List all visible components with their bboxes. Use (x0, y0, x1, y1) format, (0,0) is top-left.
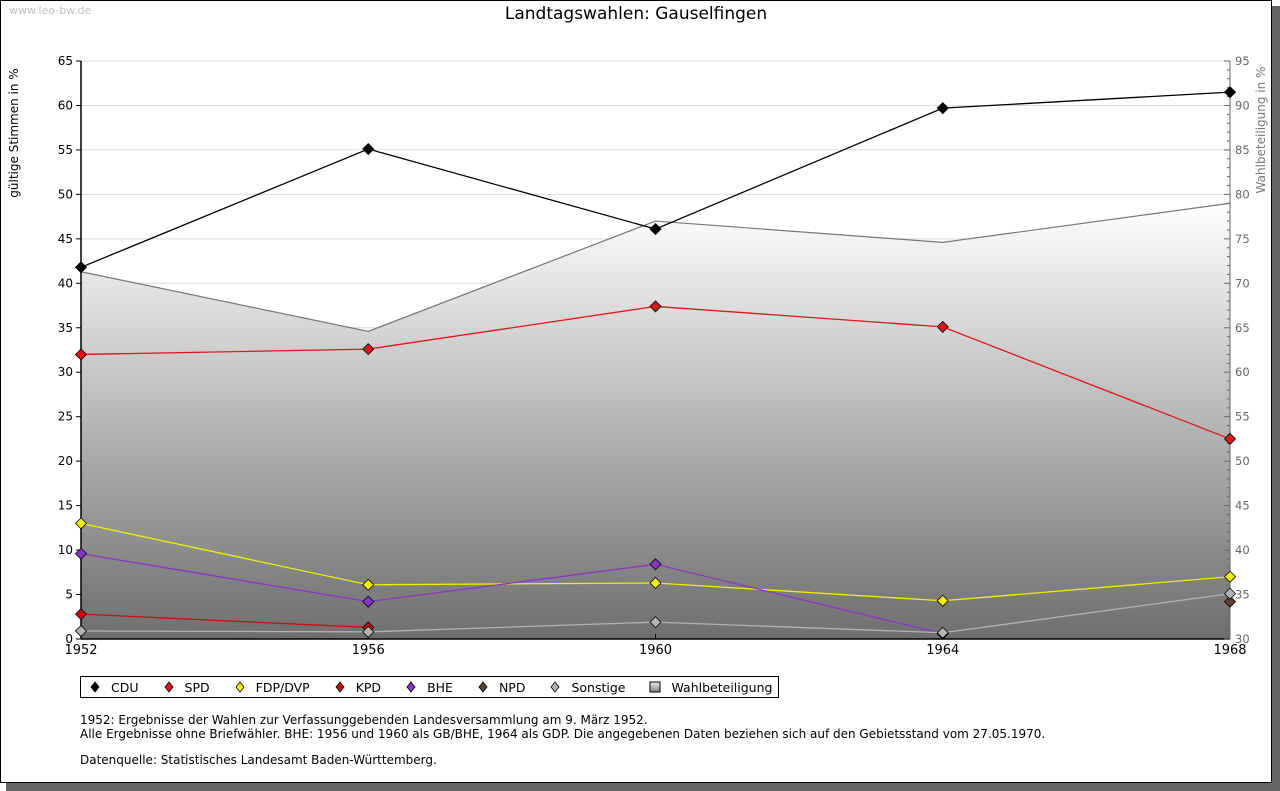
legend-label: Sonstige (571, 679, 626, 695)
y-tick-label-right: 75 (1235, 232, 1250, 246)
legend-label: CDU (111, 679, 139, 695)
data-point-cdu (74, 261, 88, 274)
y-tick-label-right: 80 (1235, 187, 1250, 201)
legend-item-bhe: BHE (405, 680, 453, 695)
x-tick-label: 1960 (639, 643, 672, 658)
y-tick-label-left: 45 (58, 232, 73, 246)
footnote-source: Datenquelle: Statistisches Landesamt Bad… (80, 753, 437, 767)
y-tick-label-left: 55 (58, 143, 73, 157)
data-point-fdp-dvp (1223, 570, 1237, 583)
chart-title: Landtagswahlen: Gauselfingen (504, 4, 768, 24)
y-tick-label-left: 25 (58, 410, 73, 424)
data-point-sonstige (1223, 587, 1237, 600)
data-point-fdp-dvp (362, 578, 375, 591)
y-tick-label-left: 10 (58, 543, 73, 557)
footnotes: 1952: Ergebnisse der Wahlen zur Verfassu… (80, 713, 1045, 767)
data-point-sonstige (74, 624, 88, 638)
y-tick-label-right: 50 (1235, 454, 1250, 468)
legend-diamond-icon (235, 681, 245, 693)
legend-item-kpd: KPD (334, 680, 381, 695)
legend-item-spd: SPD (163, 680, 210, 695)
data-point-bhe (74, 547, 88, 560)
legend-label: NPD (498, 679, 526, 695)
turnout-area (81, 203, 1230, 639)
series-line-bhe (80, 552, 943, 635)
x-tick-label: 1968 (1213, 643, 1246, 658)
legend-item-fdp-dvp: FDP/DVP (234, 680, 310, 695)
legend-diamond-icon (335, 681, 345, 693)
y-tick-label-right: 90 (1235, 98, 1250, 112)
chart-plot: 0 5 10 15 20 25 30 35 40 45 50 55 60 65 1952 1956 1960 19… (58, 54, 1250, 658)
y-tick-label-left: 5 (65, 588, 73, 602)
legend-item-cdu: CDU (89, 680, 139, 695)
data-point-cdu (649, 222, 662, 236)
y-tick-label-right: 55 (1235, 410, 1250, 424)
legend-label: BHE (427, 679, 453, 695)
y-tick-label-left: 20 (58, 454, 73, 468)
y-tick-label-left: 40 (58, 276, 73, 290)
y-tick-label-left: 60 (58, 98, 73, 112)
y-tick-label-left: 15 (58, 499, 73, 513)
data-point-cdu (936, 102, 949, 115)
data-point-fdp-dvp (649, 576, 662, 590)
data-point-spd (1223, 432, 1237, 445)
legend-item-wahlbeteiligung: Wahlbeteiligung (649, 680, 772, 695)
y-tick-label-left: 65 (58, 54, 73, 68)
legend-diamond-icon (164, 681, 174, 693)
data-point-cdu (362, 142, 375, 156)
data-point-spd (74, 348, 88, 361)
legend-diamond-icon (550, 681, 560, 693)
y-tick-label-right: 85 (1235, 143, 1250, 157)
legend-diamond-icon (478, 681, 488, 693)
data-point-bhe (362, 595, 375, 608)
legend-label: SPD (184, 679, 210, 695)
legend-square-icon (649, 681, 661, 693)
data-point-spd (936, 320, 949, 333)
y-tick-label-right: 70 (1235, 276, 1250, 290)
y-tick-label-left: 50 (58, 187, 73, 201)
frame-shadow-right (1272, 6, 1280, 791)
legend-diamond-icon (406, 681, 416, 693)
y-tick-label-right: 40 (1235, 543, 1250, 557)
legend-label: KPD (355, 679, 382, 695)
footnote-general: Alle Ergebnisse ohne Briefwähler. BHE: 1… (80, 727, 1046, 741)
y-tick-label-right: 65 (1235, 321, 1250, 335)
y-tick-label-right: 95 (1235, 54, 1250, 68)
y-tick-label-left: 0 (65, 632, 73, 646)
y-tick-label-left: 30 (58, 365, 73, 379)
data-point-sonstige (936, 626, 949, 639)
data-point-bhe (649, 558, 662, 571)
data-point-spd (362, 343, 375, 356)
legend: CDU SPD FDP/DVP KPD BHE NPD Sonstige Wahlbeteil… (80, 676, 780, 698)
y-tick-label-right: 35 (1235, 588, 1250, 602)
y-tick-label-left: 35 (58, 321, 73, 335)
data-point-sonstige (649, 616, 662, 629)
y-tick-label-right: 45 (1235, 499, 1250, 513)
x-tick-label: 1956 (352, 643, 385, 658)
data-point-sonstige (362, 625, 375, 638)
turnout-line (80, 202, 1231, 332)
data-point-kpd (74, 608, 88, 621)
data-point-fdp-dvp (74, 517, 88, 530)
x-tick-label: 1952 (64, 643, 97, 658)
data-point-spd (649, 300, 662, 313)
x-tick-label: 1964 (926, 643, 959, 658)
series-line-kpd (80, 613, 369, 629)
legend-item-sonstige: Sonstige (549, 680, 625, 695)
data-point-npd (1223, 595, 1237, 608)
y-tick-label-right: 60 (1235, 365, 1250, 379)
frame-shadow-bottom (6, 783, 1280, 791)
legend-label: Wahlbeteiligung (671, 679, 773, 695)
footnote-1952: 1952: Ergebnisse der Wahlen zur Verfassu… (80, 713, 648, 727)
watermark: www.leo-bw.de (9, 4, 92, 17)
legend-label: FDP/DVP (255, 679, 310, 695)
data-point-cdu (1223, 86, 1237, 99)
legend-item-npd: NPD (477, 679, 526, 695)
legend-diamond-icon (90, 681, 100, 693)
data-point-fdp-dvp (936, 594, 949, 607)
y-tick-label-right: 30 (1235, 632, 1250, 646)
